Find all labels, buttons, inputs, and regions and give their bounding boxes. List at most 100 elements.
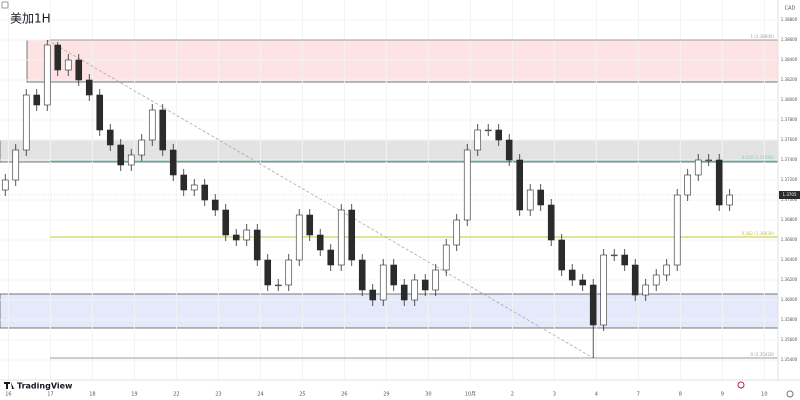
y-tick-label: 1.38000 (781, 97, 798, 102)
last-price-label: 1.3705 (783, 192, 797, 197)
x-tick-label: 10月 (465, 392, 476, 398)
candle-body (474, 129, 482, 151)
y-tick-label: 1.37400 (781, 157, 798, 162)
x-tick-label: 17 (47, 392, 53, 398)
chart-title: 美加1H (10, 12, 51, 26)
x-tick-label: 22 (173, 392, 179, 398)
candle-body (285, 259, 293, 286)
candle-body (43, 44, 51, 106)
candle-body (558, 239, 566, 271)
currency-label: CAD (785, 6, 796, 12)
candle-body (232, 234, 240, 241)
fib-label: 0.382 (1.36630) (742, 231, 775, 236)
y-tick-label: 1.36000 (781, 297, 798, 302)
x-tick-label: 16 (5, 392, 11, 398)
candle-body (673, 194, 681, 266)
candle-body (33, 94, 41, 106)
x-tick-label: 26 (341, 392, 347, 398)
candle-body (579, 279, 587, 286)
y-tick-label: 1.38200 (781, 77, 798, 82)
candle-body (442, 244, 450, 271)
candle-body (295, 214, 303, 261)
candle-body (12, 149, 20, 181)
settings-button[interactable] (786, 390, 794, 398)
x-tick-label: 3 (553, 392, 556, 398)
candle-body (495, 129, 503, 141)
x-tick-label: 4 (595, 392, 598, 398)
fibonacci: 1 (1.38600) 0.618 (1.37390) 0.382 (1.36630… (0, 34, 778, 359)
candle-body (54, 44, 62, 71)
zone (0, 139, 779, 163)
last-price-tag (779, 191, 800, 199)
x-tick-label: 10 (761, 392, 767, 398)
menu-icon[interactable] (1, 1, 9, 9)
candle-body (117, 144, 125, 166)
fib-label: 0.618 (1.37390) (742, 155, 775, 160)
candle-body (547, 204, 555, 241)
x-tick-label: 30 (425, 392, 431, 398)
x-tick-label: 24 (257, 392, 263, 398)
candle-body (652, 274, 660, 286)
x-tick-label: 25 (299, 392, 305, 398)
brand-name: TradingView (17, 382, 73, 391)
y-tick-label: 1.36200 (781, 277, 798, 282)
candle-body (96, 94, 104, 131)
candle-body (316, 234, 324, 251)
x-tick-label: 18 (89, 392, 95, 398)
y-tick-label: 1.36800 (781, 217, 798, 222)
candle-body (159, 109, 167, 151)
candle-body (138, 139, 146, 156)
candle-body (169, 149, 177, 176)
candle-body (463, 149, 471, 221)
candle-body (642, 284, 650, 296)
candle-body (22, 94, 30, 151)
candle-body (148, 109, 156, 141)
y-tick-label: 1.35600 (781, 337, 798, 342)
candle-body (64, 59, 72, 71)
candle-body (621, 254, 629, 266)
event-marker[interactable] (737, 381, 745, 389)
candle-body (589, 284, 597, 326)
fib-label: 1 (1.38600) (751, 34, 775, 39)
x-tick-label: 8 (679, 392, 682, 398)
candle-body (705, 159, 713, 162)
candle-body (222, 209, 230, 236)
candle-body (337, 209, 345, 266)
candle-body (106, 129, 114, 146)
candle-body (274, 284, 282, 287)
candle-body (201, 184, 209, 201)
candle-body (484, 129, 492, 132)
candle-body (726, 194, 734, 206)
candle-body (631, 264, 639, 296)
y-tick-label: 1.35800 (781, 317, 798, 322)
candle-body (253, 229, 261, 261)
candle-body (694, 159, 702, 176)
candle-body (306, 214, 314, 236)
candle-body (432, 269, 440, 291)
candle-body (75, 59, 83, 81)
zone (0, 293, 779, 329)
candles (1, 40, 734, 358)
y-tick-label: 1.35400 (781, 357, 798, 362)
x-tick-label: 9 (721, 392, 724, 398)
y-tick-label: 1.38600 (781, 37, 798, 42)
y-tick-label: 1.37000 (781, 197, 798, 202)
candle-body (537, 189, 545, 206)
candle-body (390, 264, 398, 286)
candle-body (715, 159, 723, 206)
y-tick-label: 1.37800 (781, 117, 798, 122)
zone (26, 39, 779, 83)
candle-body (358, 259, 366, 291)
y-tick-label: 1.37200 (781, 177, 798, 182)
candle-body (663, 264, 671, 276)
candle-body (453, 219, 461, 246)
candle-body (421, 279, 429, 291)
y-tick-label: 1.36400 (781, 257, 798, 262)
candle-body (211, 199, 219, 211)
y-tick-label: 1.38800 (781, 17, 798, 22)
candle-body (411, 279, 419, 301)
trend-line (47, 39, 594, 359)
x-tick-label: 23 (215, 392, 221, 398)
